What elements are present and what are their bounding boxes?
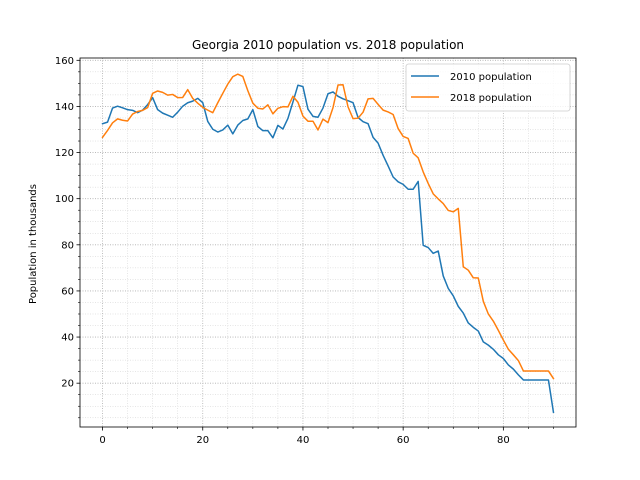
y-tick-label: 100 bbox=[55, 194, 74, 205]
chart-title: Georgia 2010 population vs. 2018 populat… bbox=[192, 38, 464, 52]
x-tick-label: 80 bbox=[497, 435, 510, 446]
y-tick-label: 120 bbox=[55, 148, 74, 159]
series-line-2018-population bbox=[101, 73, 555, 380]
series-layer bbox=[101, 73, 555, 414]
y-tick-label: 80 bbox=[61, 240, 74, 251]
x-tick-label: 0 bbox=[99, 435, 105, 446]
legend-label-2010-population: 2010 population bbox=[450, 72, 532, 83]
y-tick-label: 20 bbox=[61, 379, 74, 390]
y-axis-title: Population in thousands bbox=[28, 184, 39, 304]
axis-ticks: 0 20 40 60 80 20 40 60 80 100 120 140 160 bbox=[55, 56, 554, 446]
legend-box bbox=[405, 63, 571, 112]
y-tick-label: 60 bbox=[61, 286, 74, 297]
major-gridlines bbox=[80, 58, 576, 427]
series-line-2010-population bbox=[101, 84, 555, 414]
y-tick-label: 40 bbox=[61, 333, 74, 344]
legend: 2010 population 2018 population bbox=[405, 63, 571, 112]
x-tick-label: 40 bbox=[297, 435, 310, 446]
x-tick-label: 20 bbox=[196, 435, 209, 446]
x-tick-label: 60 bbox=[397, 435, 410, 446]
y-tick-label: 140 bbox=[55, 102, 74, 113]
y-tick-label: 160 bbox=[55, 56, 74, 67]
legend-label-2018-population: 2018 population bbox=[450, 93, 532, 104]
